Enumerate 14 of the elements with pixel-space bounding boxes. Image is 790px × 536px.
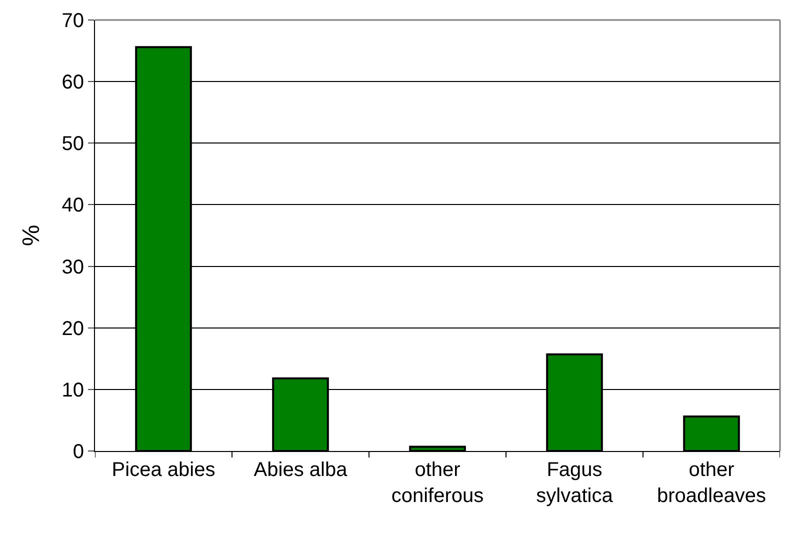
y-tick-label: 0	[72, 441, 84, 463]
x-tick-label: other coniferous	[391, 459, 484, 507]
x-tick-label: Fagus sylvatica	[536, 459, 614, 507]
x-tick-label: Picea abies	[112, 459, 216, 481]
x-tick-label: other broadleaves	[657, 459, 766, 507]
y-tick-label: 50	[62, 133, 84, 156]
y-tick-label: 10	[62, 379, 84, 402]
y-tick-label: 30	[62, 256, 84, 278]
y-tick-label: 60	[62, 72, 84, 94]
y-tick-label: 70	[62, 10, 84, 32]
y-axis-title: %	[18, 224, 45, 246]
y-tick-label: 20	[62, 318, 84, 340]
x-tick-label: Abies alba	[254, 459, 348, 481]
y-tick-label: 40	[62, 194, 84, 217]
